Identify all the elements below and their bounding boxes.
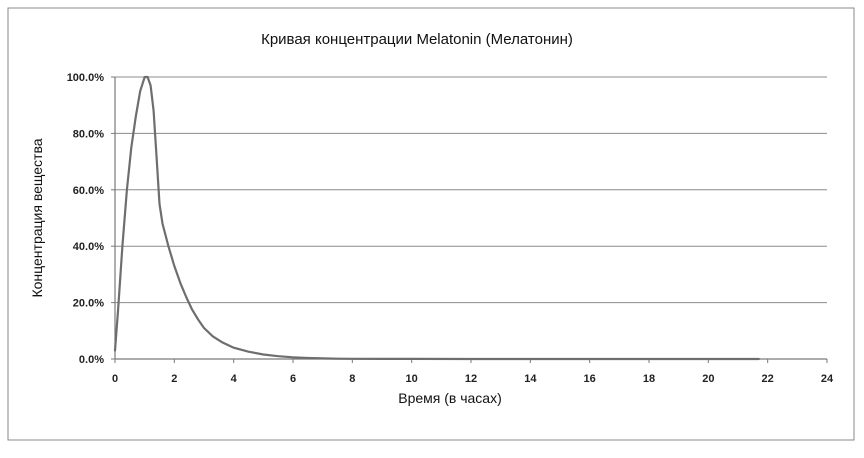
y-axis-label: Концентрация вещества [29,138,45,297]
y-tick-label: 60.0% [73,185,104,197]
x-tick-label: 12 [465,373,477,385]
y-tick-label: 0.0% [79,354,104,366]
y-tick-label: 100.0% [67,72,105,84]
x-tick-label: 6 [290,373,296,385]
x-tick-label: 4 [231,373,238,385]
chart-title: Кривая концентрации Melatonin (Мелатонин… [261,31,573,48]
x-tick-label: 24 [821,373,834,385]
x-tick-label: 22 [762,373,774,385]
series-line-0 [113,75,760,361]
y-axis-ticks: 0.0% 20.0% 40.0% 60.0% 80.0% 100.0% [67,72,115,366]
y-tick-label: 80.0% [73,128,104,140]
x-tick-label: 8 [349,373,355,385]
y-tick-label: 40.0% [73,241,104,253]
x-tick-label: 14 [524,373,537,385]
x-tick-label: 0 [112,373,118,385]
chart-frame [7,7,855,441]
gridlines [115,76,827,304]
x-axis-label: Время (в часах) [398,390,502,406]
x-tick-label: 10 [406,373,418,385]
x-tick-label: 16 [584,373,596,385]
series-layer [113,75,760,361]
x-tick-label: 18 [643,373,655,385]
x-tick-label: 2 [171,373,177,385]
x-tick-label: 20 [702,373,714,385]
y-tick-label: 20.0% [73,298,104,310]
